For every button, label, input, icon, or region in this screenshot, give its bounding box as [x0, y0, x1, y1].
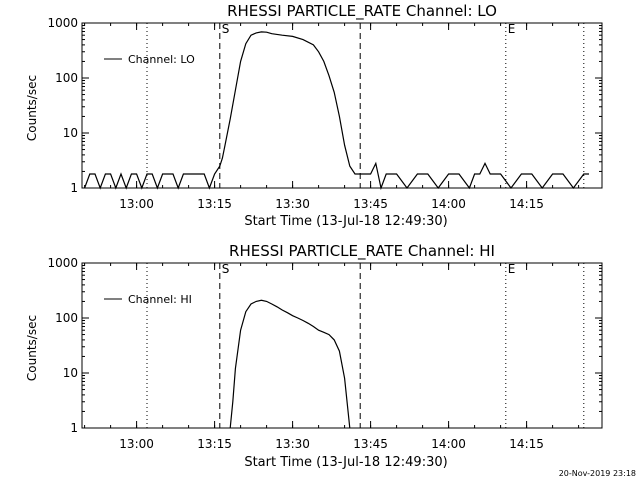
legend-entry: Channel: LO [128, 53, 195, 66]
x-tick-label: 13:15 [197, 197, 232, 211]
ticks: 13:00 13:15 13:30 13:45 14:00 14:15 1 10 100 1000 [47, 256, 602, 451]
series [229, 299, 351, 429]
ticks: 13:00 13:15 13:30 13:45 14:00 14:15 1 10 100 1000 [47, 16, 602, 211]
chart-title: RHESSI PARTICLE_RATE Channel: LO [227, 2, 497, 21]
x-axis-label: Start Time (13-Jul-18 12:49:30) [244, 455, 447, 470]
x-tick-label: 13:45 [353, 197, 388, 211]
marker-label: S [222, 22, 230, 36]
y-tick-label: 100 [55, 71, 78, 85]
chart-title: RHESSI PARTICLE_RATE Channel: HI [229, 242, 495, 261]
x-tick-label: 13:45 [353, 437, 388, 451]
series [84, 31, 589, 191]
x-tick-label: 14:15 [509, 197, 544, 211]
x-tick-label: 13:00 [119, 197, 154, 211]
x-tick-label: 14:00 [431, 197, 466, 211]
legend: Channel: HI [104, 293, 192, 306]
legend-entry: Channel: HI [128, 293, 192, 306]
x-tick-label: 13:15 [197, 437, 232, 451]
plot-frame [81, 22, 603, 189]
x-tick-label: 13:30 [275, 197, 310, 211]
x-tick-label: 14:00 [431, 437, 466, 451]
marker-label: S [222, 262, 230, 276]
y-tick-label: 1000 [47, 256, 78, 270]
plot-frame [81, 262, 603, 429]
y-tick-label: 1 [70, 421, 78, 435]
x-axis-label: Start Time (13-Jul-18 12:49:30) [244, 214, 447, 229]
footer-timestamp: 20-Nov-2019 23:18 [559, 469, 636, 478]
y-tick-label: 10 [63, 126, 78, 140]
marker-label: E [508, 22, 516, 36]
series-line [84, 31, 589, 191]
x-tick-label: 13:00 [119, 437, 154, 451]
legend: Channel: LO [104, 53, 195, 66]
x-tick-label: 14:15 [509, 437, 544, 451]
y-axis-label: Counts/sec [25, 315, 39, 381]
panel-hi: RHESSI PARTICLE_RATE Channel: HI Counts/… [25, 242, 603, 470]
series-line [229, 299, 351, 429]
y-tick-label: 100 [55, 311, 78, 325]
y-axis-label: Counts/sec [25, 75, 39, 141]
y-tick-label: 1 [70, 181, 78, 195]
x-tick-label: 13:30 [275, 437, 310, 451]
y-tick-label: 1000 [47, 16, 78, 30]
y-tick-label: 10 [63, 366, 78, 380]
marker-label: E [508, 262, 516, 276]
panel-lo: RHESSI PARTICLE_RATE Channel: LO Counts/… [25, 2, 603, 229]
